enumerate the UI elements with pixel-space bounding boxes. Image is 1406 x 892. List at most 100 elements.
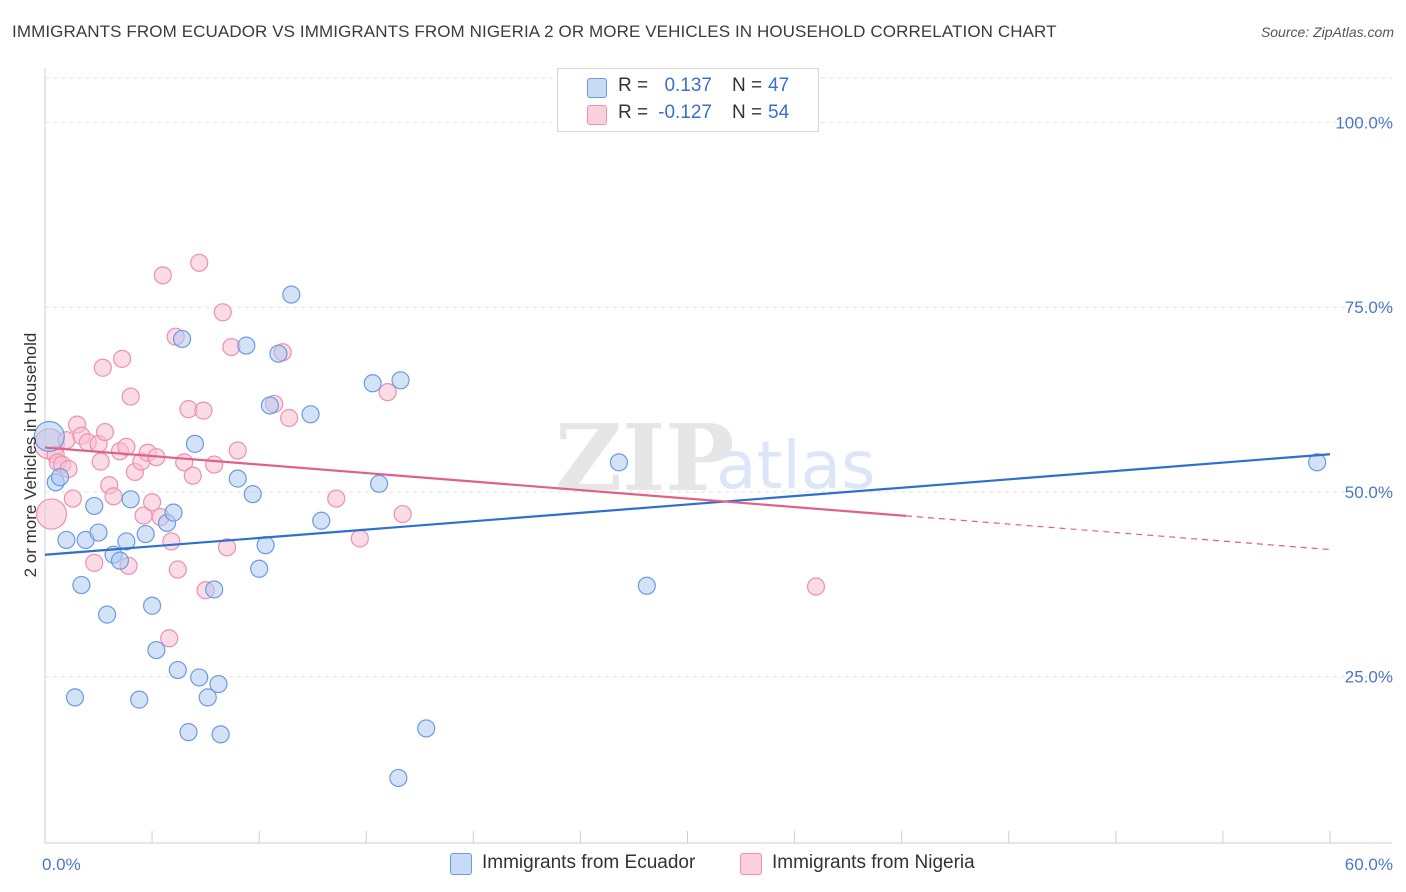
- nigeria-point: [142, 493, 162, 512]
- ecuador-point: [237, 336, 256, 355]
- legend-r-label: R =: [618, 75, 649, 96]
- ecuador-point: [198, 688, 217, 707]
- ecuador-point: [269, 344, 288, 363]
- ecuador-point: [33, 420, 65, 453]
- ecuador-point: [179, 723, 198, 742]
- legend-n-value-nigeria: 54: [768, 102, 790, 123]
- ecuador-point: [98, 605, 117, 624]
- ecuador-point: [211, 725, 230, 744]
- nigeria-point: [91, 452, 110, 471]
- x-tick-label: 60.0%: [1345, 855, 1393, 874]
- y-tick-label: 75.0%: [1345, 298, 1393, 317]
- ecuador-point: [168, 660, 187, 680]
- y-tick-label: 100.0%: [1335, 113, 1393, 132]
- legend: R = 0.137 N = 47 R = -0.127 N = 54: [557, 68, 819, 132]
- y-tick-label: 50.0%: [1345, 483, 1393, 502]
- nigeria-point: [63, 489, 82, 508]
- chart-title: IMMIGRANTS FROM ECUADOR VS IMMIGRANTS FR…: [12, 22, 1057, 41]
- nigeria-point: [104, 487, 123, 506]
- nigeria-point: [806, 577, 826, 596]
- nigeria-point: [183, 466, 202, 485]
- ecuador-point: [260, 396, 279, 415]
- nigeria-swatch: [740, 853, 762, 875]
- legend-row-ecuador: R = 0.137 N = 47: [558, 74, 818, 100]
- ecuador-point: [389, 768, 408, 788]
- ecuador-point: [637, 576, 656, 595]
- nigeria-trend-line: [44, 446, 907, 518]
- y-tick-label: 25.0%: [1345, 668, 1393, 687]
- ecuador-point: [243, 485, 262, 504]
- legend-n-label: N =: [732, 102, 763, 123]
- legend-r-label: R =: [618, 102, 649, 123]
- nigeria-point: [95, 422, 115, 442]
- ecuador-point: [205, 580, 224, 599]
- ecuador-point: [250, 559, 269, 578]
- ecuador-point: [391, 371, 410, 390]
- ecuador-point: [147, 640, 166, 660]
- ecuador-swatch: [587, 78, 607, 98]
- ecuador-point: [363, 374, 382, 393]
- tick-labels: 25.0% 50.0% 75.0% 100.0% 0.0% 60.0%: [42, 113, 1393, 874]
- source-label: Source: ZipAtlas.com: [1260, 24, 1394, 40]
- ecuador-point: [256, 536, 275, 555]
- nigeria-point: [121, 387, 140, 406]
- nigeria-point: [93, 358, 112, 377]
- nigeria-point: [162, 532, 181, 551]
- x-tick-label: 0.0%: [42, 855, 81, 874]
- ecuador-point: [417, 719, 436, 738]
- nigeria-trend-line-extension: [905, 515, 1331, 551]
- watermark-zip: ZIP: [555, 404, 734, 512]
- ecuador-point: [301, 405, 320, 424]
- ecuador-swatch: [450, 853, 472, 875]
- nigeria-point: [205, 455, 224, 474]
- legend-row-nigeria: R = -0.127 N = 54: [558, 101, 818, 127]
- nigeria-point: [117, 437, 136, 456]
- nigeria-point: [327, 489, 346, 508]
- ecuador-point: [282, 285, 301, 304]
- nigeria-points: [33, 253, 826, 648]
- ecuador-point: [312, 511, 331, 530]
- watermark: ZIP atlas: [555, 404, 876, 512]
- legend-n-label: N =: [732, 75, 763, 96]
- ecuador-point: [130, 690, 149, 709]
- ecuador-point: [121, 490, 140, 509]
- ecuador-point: [72, 575, 91, 595]
- nigeria-point: [378, 383, 397, 402]
- ecuador-point: [117, 532, 136, 551]
- ecuador-point: [209, 674, 228, 694]
- ecuador-point: [110, 551, 130, 570]
- ecuador-point: [172, 329, 192, 349]
- ecuador-point: [65, 688, 85, 707]
- nigeria-point: [280, 408, 299, 428]
- nigeria-point: [213, 303, 232, 322]
- ecuador-point: [185, 434, 205, 453]
- ecuador-point: [85, 496, 104, 516]
- nigeria-point: [160, 629, 179, 648]
- nigeria-point: [190, 253, 209, 272]
- ecuador-point: [164, 503, 183, 522]
- ecuador-series-label: Immigrants from Ecuador: [482, 852, 696, 873]
- grid-lines: [45, 77, 1392, 678]
- nigeria-point: [112, 349, 132, 368]
- nigeria-point: [179, 400, 198, 419]
- ecuador-point: [609, 453, 629, 472]
- ecuador-point: [50, 468, 70, 487]
- nigeria-swatch: [587, 105, 607, 125]
- ecuador-point: [190, 668, 209, 687]
- nigeria-point: [194, 401, 213, 420]
- ecuador-point: [142, 596, 162, 615]
- legend-n-value-ecuador: 47: [768, 75, 790, 96]
- ecuador-point: [1308, 453, 1327, 472]
- ecuador-points: [33, 285, 1327, 788]
- nigeria-point: [85, 553, 104, 572]
- ecuador-point: [370, 474, 389, 493]
- nigeria-point: [222, 337, 241, 357]
- nigeria-point: [228, 441, 247, 460]
- ecuador-point: [228, 469, 247, 488]
- ecuador-trend-line: [44, 453, 1331, 556]
- legend-r-value-nigeria: -0.127: [658, 102, 712, 123]
- ecuador-point: [136, 524, 155, 544]
- ecuador-point: [89, 523, 108, 542]
- ecuador-point: [57, 530, 76, 550]
